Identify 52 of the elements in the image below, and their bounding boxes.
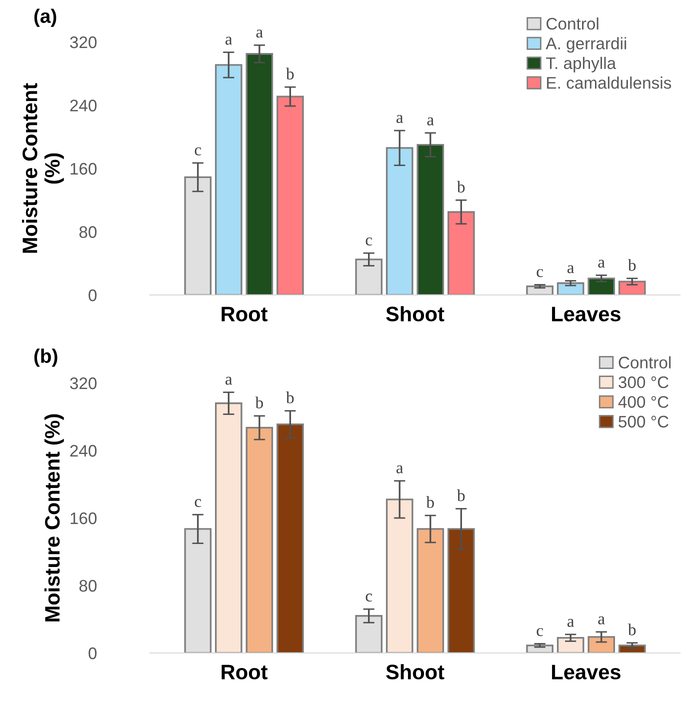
y-tick-label: 160 <box>70 512 97 524</box>
y-tick-label: 0 <box>88 647 97 660</box>
data-label: b <box>286 392 294 404</box>
x-tick-label: Root <box>222 664 268 680</box>
y-tick-label: 0 <box>88 289 97 302</box>
data-label: a <box>226 376 232 385</box>
y-tick-label: 80 <box>79 580 97 592</box>
data-label: b <box>426 496 434 508</box>
data-label: a <box>567 265 574 274</box>
legend-label: T. aphylla <box>546 56 616 72</box>
y-tick-label: 320 <box>70 36 97 48</box>
chart-title: (a) <box>34 8 56 27</box>
data-label: b <box>628 259 636 271</box>
data-label: b <box>456 180 465 193</box>
data-label: c <box>366 594 372 602</box>
chart-title: (b) <box>34 348 58 367</box>
data-label: c <box>536 269 543 278</box>
data-label: c <box>536 628 543 636</box>
data-label: a <box>396 115 404 123</box>
y-tick-label: 80 <box>79 226 97 238</box>
y-tick-label: 320 <box>70 377 97 390</box>
x-tick-label: Root <box>222 306 268 322</box>
y-axis-title: Moisture Content (%) <box>44 414 64 622</box>
y-tick-label: 240 <box>70 444 97 457</box>
x-tick-label: Leaves <box>552 306 620 322</box>
x-tick-label: Leaves <box>552 664 620 680</box>
data-label: b <box>286 68 294 80</box>
data-label: a <box>427 117 434 126</box>
data-label: c <box>194 499 202 508</box>
legend-label: Control <box>618 356 671 368</box>
data-label: b <box>628 624 636 636</box>
data-label: a <box>567 618 574 627</box>
data-label: a <box>598 616 605 624</box>
data-label: b <box>456 489 465 502</box>
y-axis-title: Moisture Content (%) <box>22 83 64 253</box>
data-label: c <box>194 147 202 156</box>
x-tick-label: Shoot <box>386 664 444 680</box>
legend-label: 500 °C <box>618 416 668 428</box>
y-tick-label: 160 <box>70 162 97 175</box>
data-label: a <box>226 36 232 45</box>
legend-label: A. gerrardii <box>546 37 626 53</box>
legend-label: 400 °C <box>618 396 668 408</box>
data-label: a <box>396 465 404 474</box>
legend-label: Control <box>546 17 598 30</box>
y-tick-label: 240 <box>70 100 97 112</box>
legend-label: E. camaldulensis <box>547 76 672 89</box>
legend-label: 300 °C <box>618 376 668 388</box>
data-label: a <box>598 260 605 268</box>
x-tick-label: Shoot <box>386 306 444 322</box>
data-label: b <box>255 396 263 408</box>
data-label: a <box>256 30 263 38</box>
data-label: c <box>366 238 372 246</box>
